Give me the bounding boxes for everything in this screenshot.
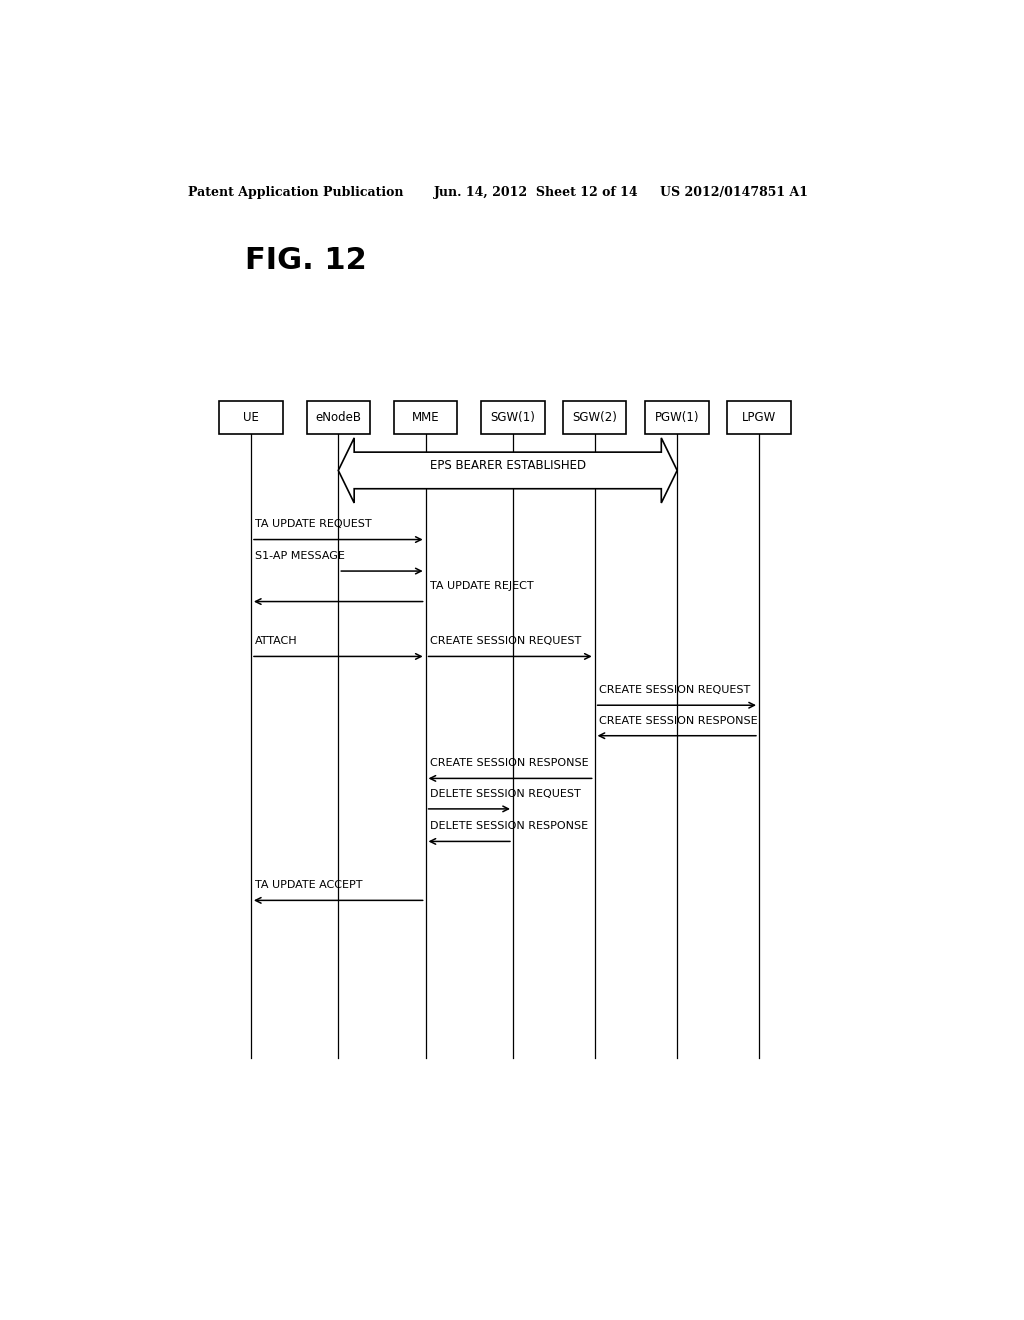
Bar (219, 401, 283, 434)
Text: DELETE SESSION RESPONSE: DELETE SESSION RESPONSE (430, 821, 588, 832)
Text: CREATE SESSION REQUEST: CREATE SESSION REQUEST (599, 685, 750, 696)
Bar (727, 401, 791, 434)
Text: EPS BEARER ESTABLISHED: EPS BEARER ESTABLISHED (430, 459, 586, 471)
Text: CREATE SESSION RESPONSE: CREATE SESSION RESPONSE (430, 758, 588, 768)
Text: DELETE SESSION REQUEST: DELETE SESSION REQUEST (430, 789, 581, 799)
Bar (645, 401, 709, 434)
Text: UE: UE (243, 411, 259, 424)
Text: PGW(1): PGW(1) (655, 411, 699, 424)
Text: MME: MME (412, 411, 439, 424)
Text: FIG. 12: FIG. 12 (246, 246, 368, 275)
Text: TA UPDATE REQUEST: TA UPDATE REQUEST (255, 519, 372, 529)
Text: S1-AP MESSAGE: S1-AP MESSAGE (255, 550, 345, 561)
Text: SGW(2): SGW(2) (572, 411, 617, 424)
Text: Jun. 14, 2012  Sheet 12 of 14: Jun. 14, 2012 Sheet 12 of 14 (433, 186, 638, 199)
Text: US 2012/0147851 A1: US 2012/0147851 A1 (659, 186, 808, 199)
Polygon shape (338, 438, 677, 503)
Text: CREATE SESSION RESPONSE: CREATE SESSION RESPONSE (599, 715, 757, 726)
Bar (394, 401, 458, 434)
Text: LPGW: LPGW (741, 411, 776, 424)
Bar (481, 401, 545, 434)
Text: TA UPDATE ACCEPT: TA UPDATE ACCEPT (255, 880, 362, 890)
Text: TA UPDATE REJECT: TA UPDATE REJECT (430, 581, 534, 591)
Text: Patent Application Publication: Patent Application Publication (187, 186, 403, 199)
Bar (563, 401, 627, 434)
Text: eNodeB: eNodeB (315, 411, 361, 424)
Text: SGW(1): SGW(1) (490, 411, 536, 424)
Bar (306, 401, 370, 434)
Text: CREATE SESSION REQUEST: CREATE SESSION REQUEST (430, 636, 581, 647)
Text: ATTACH: ATTACH (255, 636, 298, 647)
